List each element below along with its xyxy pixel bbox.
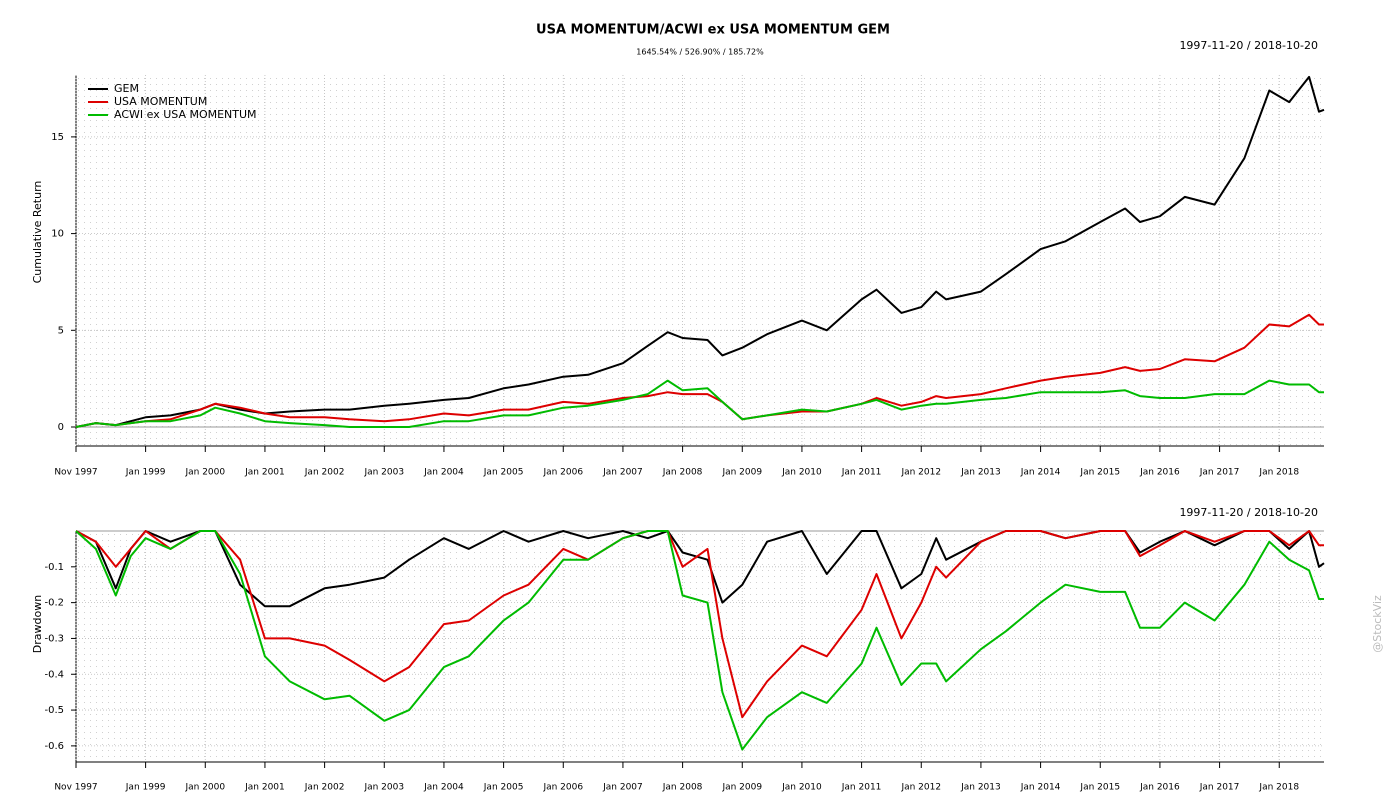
x-tick-label: Jan 2004 [423,468,464,478]
series-line [75,530,1324,751]
x-tick-label: Jan 2000 [184,468,225,478]
x-tick-label: Jan 2015 [1079,468,1120,478]
y-tick-label: -0.2 [44,598,64,609]
x-tick-label: Jan 2011 [841,468,882,478]
x-tick-label: Jan 2003 [363,468,404,478]
chart-title: USA MOMENTUM/ACWI ex USA MOMENTUM GEM [536,23,890,38]
x-tick-label: Nov 1997 [54,783,97,793]
x-tick-label: Jan 2012 [900,783,941,793]
y-tick-label: 5 [58,325,64,336]
x-tick-label: Jan 2013 [960,783,1001,793]
y-tick-label: 0 [58,422,64,433]
x-tick-label: Jan 2001 [244,468,285,478]
date-range: 1997-11-20 / 2018-10-20 [1179,39,1318,52]
legend-label: USA MOMENTUM [114,95,207,108]
x-tick-label: Jan 2014 [1020,468,1061,478]
y-axis-label: Cumulative Return [31,181,44,284]
x-tick-label: Jan 2000 [184,783,225,793]
x-tick-label: Nov 1997 [54,468,97,478]
x-tick-label: Jan 2011 [841,783,882,793]
series-line [75,530,1325,608]
x-tick-label: Jan 2018 [1258,468,1299,478]
x-tick-label: Jan 2013 [960,468,1001,478]
watermark: @StockViz [1371,595,1384,653]
x-tick-label: Jan 2010 [781,468,822,478]
x-tick-label: Jan 2009 [721,468,762,478]
y-tick-label: 15 [51,132,64,143]
x-tick-label: Jan 2005 [483,783,524,793]
x-tick-label: Jan 2017 [1199,468,1240,478]
x-tick-label: Jan 2001 [244,783,285,793]
x-tick-label: Jan 2006 [542,468,583,478]
chart-subtitle: 1645.54% / 526.90% / 185.72% [636,48,764,57]
x-tick-label: Jan 2003 [363,783,404,793]
x-tick-label: Jan 2005 [483,468,524,478]
x-tick-label: Jan 2015 [1079,783,1120,793]
x-tick-label: Jan 2007 [602,468,643,478]
y-tick-label: -0.5 [44,705,64,716]
x-tick-label: Jan 2008 [662,468,703,478]
x-tick-label: Jan 2016 [1139,468,1180,478]
x-tick-label: Jan 2004 [423,783,464,793]
y-tick-label: -0.3 [44,633,64,644]
x-tick-label: Jan 2010 [781,783,822,793]
x-tick-label: Jan 2009 [721,783,762,793]
x-tick-label: Jan 2007 [602,783,643,793]
x-tick-label: Jan 1999 [125,783,166,793]
y-tick-label: -0.1 [44,562,64,573]
legend-label: GEM [114,82,139,95]
x-tick-label: Jan 2008 [662,783,703,793]
x-tick-label: Jan 2014 [1020,783,1061,793]
date-range: 1997-11-20 / 2018-10-20 [1179,506,1318,519]
x-tick-label: Jan 2016 [1139,783,1180,793]
y-tick-label: -0.6 [44,741,64,752]
x-tick-label: Jan 2002 [304,783,345,793]
series-line [75,379,1324,428]
x-tick-label: Jan 2017 [1199,783,1240,793]
x-tick-label: Jan 2012 [900,468,941,478]
y-axis-label: Drawdown [31,595,44,653]
y-tick-label: -0.4 [44,669,64,680]
x-tick-label: Jan 1999 [125,468,166,478]
x-tick-label: Jan 2006 [542,783,583,793]
x-tick-label: Jan 2018 [1258,783,1299,793]
x-tick-label: Jan 2002 [304,468,345,478]
plot-background [76,531,1324,762]
y-tick-label: 10 [51,229,64,240]
legend-label: ACWI ex USA MOMENTUM [114,108,257,121]
series-line [75,530,1324,719]
